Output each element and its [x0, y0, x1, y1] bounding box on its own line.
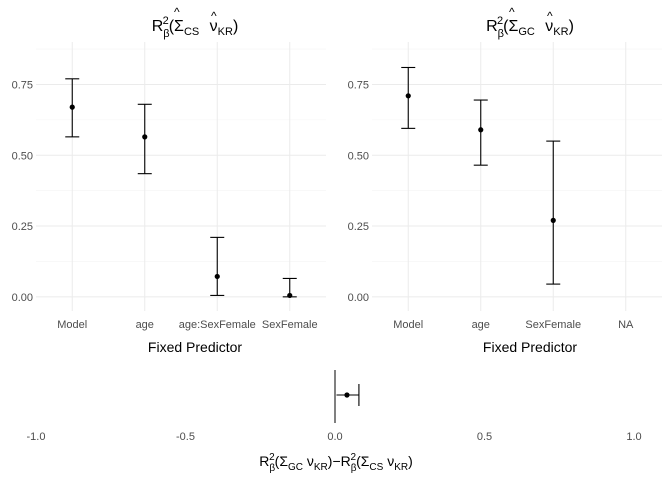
panel-gc-xticks: Model age SexFemale NA: [393, 319, 634, 331]
point-estimate: [344, 392, 350, 398]
panel-diff-nu-right-icon: ν: [387, 453, 394, 469]
x-tick-label: age: [472, 319, 490, 331]
panel-gc-title-base: R: [486, 18, 498, 35]
panel-gc-title: Rβ2(ΣGC νKR): [486, 15, 574, 40]
panel-cs-yticks: 0.00 0.25 0.50 0.75: [12, 79, 33, 303]
panel-gc-grid: [372, 42, 662, 311]
x-tick-label: SexFemale: [525, 319, 581, 331]
panel-cs-title-base: R: [152, 18, 164, 35]
panel-gc-sigma-icon: Σ: [508, 18, 518, 35]
errorbar-Model: [401, 66, 416, 129]
panel-gc-title-nu-sub: KR: [553, 26, 568, 38]
panel-diff-nu-left-icon: ν: [307, 453, 314, 469]
panel-gc-yticks: 0.00 0.25 0.50 0.75: [348, 79, 369, 303]
x-tick-label: age: [136, 319, 154, 331]
panel-cs-title: Rβ2(ΣCS νKR): [152, 15, 239, 40]
x-tick-label: 0.5: [477, 431, 492, 443]
panel-cs-title-sup: 2: [163, 15, 169, 27]
panel-cs-hat-sigma: ^: [174, 5, 180, 19]
y-tick-label: 0.25: [12, 221, 33, 233]
errorbar-difference: [336, 384, 360, 406]
panel-cs-xticks: Model age age:SexFemale SexFemale: [57, 319, 317, 331]
x-tick-label: age:SexFemale: [179, 319, 256, 331]
panel-gc-nu-icon: ν: [545, 18, 553, 35]
errorbar-age:SexFemale: [210, 236, 225, 296]
point-estimate: [69, 104, 75, 110]
panel-gc-hat-sigma: ^: [509, 5, 515, 19]
y-tick-label: 0.00: [348, 292, 369, 304]
panel-cs-nu-icon: ν: [210, 18, 218, 35]
y-tick-label: 0.00: [12, 292, 33, 304]
y-tick-label: 0.25: [348, 221, 369, 233]
panel-cs-grid: [36, 42, 326, 311]
panel-cs-title-sigma-sub: CS: [184, 26, 199, 38]
panel-gc-title-sup: 2: [497, 15, 503, 27]
point-estimate: [550, 217, 556, 223]
panel-diff: -1.0 -0.5 0.0 0.5 1.0 Rβ2(ΣGC νKR)−Rβ2(ΣCS ν…: [27, 370, 642, 474]
panel-gc: 0.00 0.25 0.50 0.75 Model age SexFemale NA Fix…: [348, 5, 662, 355]
errorbar-age: [137, 103, 152, 175]
y-tick-label: 0.50: [12, 150, 33, 162]
point-estimate: [142, 134, 148, 140]
panel-cs-xlabel: Fixed Predictor: [148, 339, 242, 355]
errorbar-SexFemale: [282, 277, 297, 299]
errorbar-Model: [65, 78, 80, 138]
panel-diff-xticks: -1.0 -0.5 0.0 0.5 1.0: [27, 431, 642, 443]
panel-gc-title-sub: β: [498, 28, 504, 40]
point-estimate: [405, 93, 411, 99]
panel-cs-title-sub: β: [163, 28, 169, 40]
panel-diff-operator: −: [332, 453, 340, 469]
panel-cs-hat-nu: ^: [211, 9, 217, 23]
panel-cs: 0.00 0.25 0.50 0.75 Model age age:SexFemale Se…: [12, 5, 326, 355]
panel-diff-sigma-left-icon: Σ: [279, 453, 288, 469]
panel-gc-errorbars: [401, 66, 561, 285]
x-tick-label: -0.5: [176, 431, 195, 443]
x-tick-label: Model: [57, 319, 87, 331]
x-tick-label: 1.0: [626, 431, 641, 443]
x-tick-label: SexFemale: [262, 319, 318, 331]
y-tick-label: 0.75: [348, 79, 369, 91]
x-tick-label: NA: [618, 319, 634, 331]
panel-gc-xlabel: Fixed Predictor: [483, 339, 577, 355]
errorbar-SexFemale: [546, 140, 561, 285]
panel-cs-errorbars: [65, 78, 297, 299]
panel-cs-sigma-icon: Σ: [174, 18, 184, 35]
point-estimate: [478, 127, 484, 133]
errorbar-age: [473, 99, 488, 166]
panel-cs-title-nu-sub: KR: [218, 26, 233, 38]
panel-diff-xlabel: Rβ2(ΣGC νKR)−Rβ2(ΣCS νKR): [259, 452, 413, 474]
panel-diff-sigma-right-icon: Σ: [361, 453, 370, 469]
y-tick-label: 0.50: [348, 150, 369, 162]
point-estimate: [214, 273, 220, 280]
x-tick-label: 0.0: [327, 431, 342, 443]
y-tick-label: 0.75: [12, 79, 33, 91]
panel-diff-errorbars: [334, 370, 360, 423]
panel-gc-hat-nu: ^: [547, 9, 553, 23]
x-tick-label: -1.0: [27, 431, 46, 443]
x-tick-label: Model: [393, 319, 423, 331]
point-estimate: [287, 292, 293, 299]
panel-gc-title-sigma-sub: GC: [518, 26, 535, 38]
